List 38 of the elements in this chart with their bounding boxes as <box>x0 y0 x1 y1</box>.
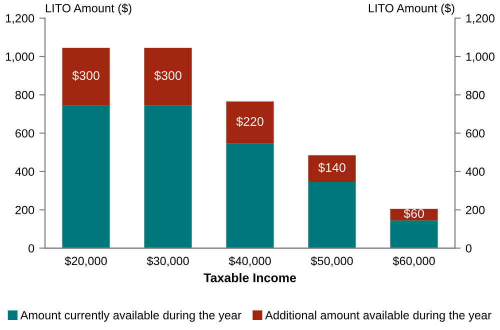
bar <box>308 155 356 182</box>
y2-tick-label: 400 <box>466 168 485 176</box>
x-tick-label: $20,000 <box>64 256 107 267</box>
bar <box>390 220 438 248</box>
data-label: $220 <box>236 116 264 127</box>
y2-tick-label: 600 <box>466 129 485 138</box>
x-tick-label: $60,000 <box>392 256 435 267</box>
bar <box>144 105 192 248</box>
bar <box>62 48 110 106</box>
y2-tick-label: 1,200 <box>466 14 494 24</box>
y-tick-label: 1,200 <box>6 14 34 24</box>
y2-tick-label: 1,000 <box>466 52 494 62</box>
bar <box>226 102 274 144</box>
y2-tick-label: 0 <box>466 244 472 253</box>
x-tick-label: $50,000 <box>310 256 353 267</box>
y2-axis-title: LITO Amount ($) <box>368 4 454 15</box>
x-tick-label: $30,000 <box>146 256 189 267</box>
y2-tick-label: 800 <box>466 90 485 100</box>
bar <box>226 144 274 248</box>
y-tick-label: 400 <box>15 168 34 176</box>
bar <box>144 48 192 106</box>
x-tick-label: $40,000 <box>228 256 271 267</box>
bar <box>62 105 110 248</box>
legend-label: Additional amount available during the year <box>265 310 492 322</box>
y-axis-title: LITO Amount ($) <box>46 4 132 15</box>
data-label: $60 <box>404 208 424 219</box>
x-axis-title: Taxable Income <box>204 273 296 282</box>
y-tick-label: 200 <box>15 206 34 214</box>
data-label: $300 <box>154 70 182 81</box>
y-tick-label: 600 <box>15 129 34 138</box>
y-tick-label: 800 <box>15 90 34 100</box>
y-tick-label: 0 <box>28 244 34 253</box>
data-label: $300 <box>72 70 100 81</box>
legend-label: Amount currently available during the year <box>20 310 242 322</box>
data-label: $140 <box>318 162 346 173</box>
bar <box>308 182 356 248</box>
y-tick-label: 1,000 <box>6 52 34 62</box>
y2-tick-label: 200 <box>466 206 485 214</box>
